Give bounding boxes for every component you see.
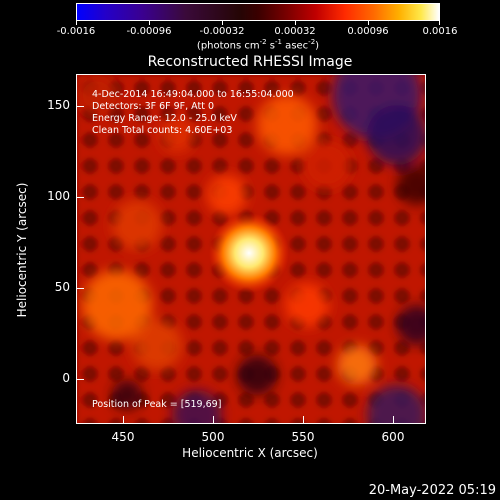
colorbar-tick xyxy=(439,21,440,25)
x-tick xyxy=(393,416,394,424)
x-tick xyxy=(303,416,304,424)
intensity-blob xyxy=(367,385,425,423)
intensity-blob xyxy=(82,270,152,340)
intensity-blob xyxy=(367,105,425,165)
x-tick-label: 500 xyxy=(201,430,225,444)
colorbar-tick-label: 0.0016 xyxy=(422,26,458,37)
annotation-energy: Energy Range: 12.0 - 25.0 keV xyxy=(92,113,237,124)
hxr-image xyxy=(77,75,425,423)
x-tick-label: 600 xyxy=(381,430,405,444)
y-tick xyxy=(76,288,84,289)
colorbar-tick-label: 0.00096 xyxy=(347,26,389,37)
intensity-blob xyxy=(132,320,182,370)
intensity-blob xyxy=(397,165,425,205)
x-tick xyxy=(213,416,214,424)
colorbar-units: (photons cm-2 s-1 asec-2) xyxy=(196,38,320,52)
colorbar-tick-label: -0.00032 xyxy=(199,26,245,37)
intensity-blob xyxy=(159,117,195,153)
colorbar-tick-label: 0.00032 xyxy=(274,26,316,37)
intensity-blob xyxy=(112,380,142,410)
intensity-blob xyxy=(285,283,329,327)
y-tick-label: 100 xyxy=(47,189,70,203)
intensity-blob xyxy=(237,355,277,395)
colorbar-tick xyxy=(368,21,369,25)
peak-source xyxy=(209,213,289,293)
annotation-counts: Clean Total counts: 4.60E+03 xyxy=(92,125,233,136)
intensity-blob xyxy=(207,175,247,215)
intensity-blob xyxy=(112,200,162,250)
colorbar xyxy=(76,3,440,21)
y-axis-label: Heliocentric Y (arcsec) xyxy=(15,182,29,318)
x-tick-label: 550 xyxy=(291,430,315,444)
colorbar-tick-label: -0.0016 xyxy=(56,26,96,37)
intensity-blob xyxy=(302,140,352,190)
y-tick-label: 50 xyxy=(54,280,70,294)
x-tick xyxy=(123,416,124,424)
intensity-blob xyxy=(257,95,317,155)
colorbar-tick xyxy=(295,21,296,25)
annotation-time: 4-Dec-2014 16:49:04.000 to 16:55:04.000 xyxy=(92,89,294,100)
y-tick xyxy=(76,379,84,380)
colorbar-tick xyxy=(222,21,223,25)
colorbar-tick xyxy=(76,21,77,25)
annotation-peak-position: Position of Peak = [519,69] xyxy=(92,399,222,410)
x-axis-label: Heliocentric X (arcsec) xyxy=(182,446,318,460)
intensity-blob xyxy=(77,75,117,115)
intensity-blob xyxy=(337,345,377,385)
y-tick xyxy=(76,106,84,107)
colorbar-tick xyxy=(149,21,150,25)
intensity-blob xyxy=(172,390,222,423)
y-tick-label: 150 xyxy=(47,98,70,112)
annotation-detectors: Detectors: 3F 6F 9F, Att 0 xyxy=(92,101,215,112)
intensity-blobs xyxy=(77,75,425,423)
y-tick-label: 0 xyxy=(62,371,70,385)
plot-title: Reconstructed RHESSI Image xyxy=(147,54,353,70)
x-tick-label: 450 xyxy=(111,430,135,444)
plot-timestamp: 20-May-2022 05:19 xyxy=(368,483,496,498)
intensity-blob xyxy=(397,305,425,345)
y-tick xyxy=(76,197,84,198)
image-plot[interactable]: 4-Dec-2014 16:49:04.000 to 16:55:04.000 … xyxy=(76,74,426,424)
colorbar-tick-label: -0.00096 xyxy=(126,26,172,37)
